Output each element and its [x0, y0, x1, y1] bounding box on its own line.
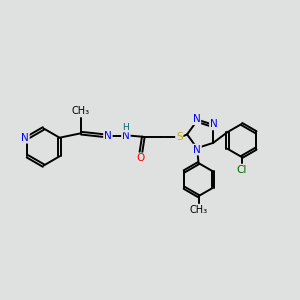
Text: N: N [122, 130, 130, 141]
Text: N: N [210, 119, 218, 129]
Text: N: N [193, 145, 201, 154]
Text: N: N [193, 114, 200, 124]
Text: O: O [137, 153, 145, 164]
Text: CH₃: CH₃ [190, 205, 208, 214]
Text: N: N [104, 130, 112, 141]
Text: Cl: Cl [236, 165, 247, 175]
Text: CH₃: CH₃ [71, 106, 90, 116]
Text: N: N [21, 133, 29, 143]
Text: H: H [122, 123, 129, 132]
Text: S: S [176, 132, 183, 142]
